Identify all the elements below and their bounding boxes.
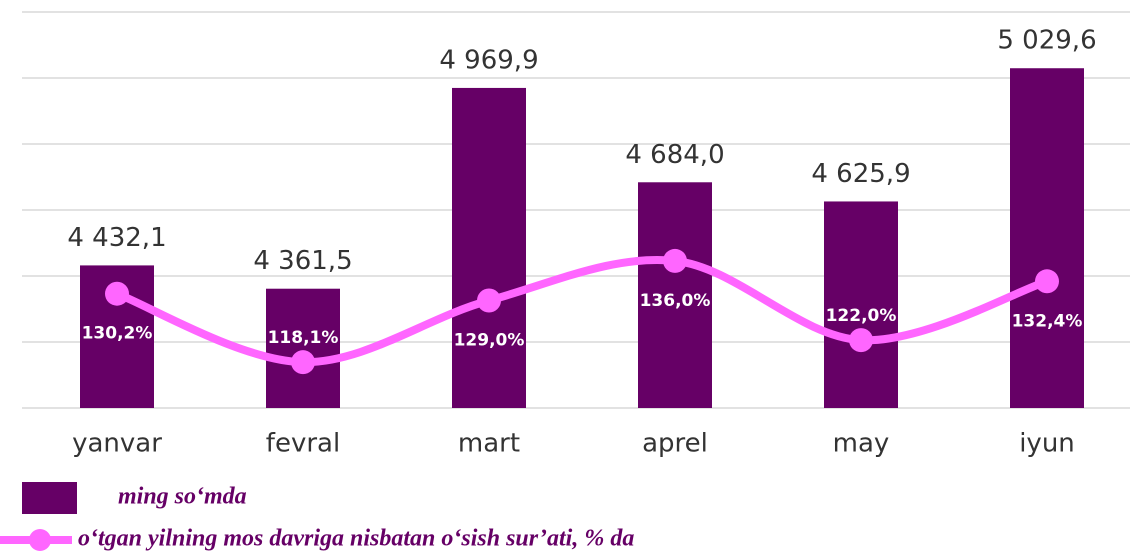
line-value-label: 118,1%: [268, 328, 339, 348]
bar-value-label: 4 432,1: [67, 223, 166, 253]
line-value-label: 136,0%: [640, 291, 711, 311]
x-tick-label: may: [833, 429, 890, 459]
line-marker: [1035, 269, 1059, 294]
bar-value-label: 5 029,6: [997, 26, 1096, 56]
bar: [266, 288, 340, 408]
line-value-label: 122,0%: [826, 306, 897, 326]
bar-value-label: 4 361,5: [253, 246, 352, 276]
bar: [452, 87, 526, 409]
bar-value-label: 4 684,0: [625, 140, 724, 170]
x-tick-label: mart: [458, 429, 520, 459]
bar-value-label: 4 969,9: [439, 45, 538, 75]
bar: [638, 182, 712, 408]
line-marker: [291, 350, 315, 375]
x-tick-label: iyun: [1019, 429, 1075, 459]
bar-value-label: 4 625,9: [811, 159, 910, 189]
legend-label: ming so‘mda: [118, 484, 247, 510]
line-marker: [477, 288, 501, 313]
line-value-label: 132,4%: [1012, 311, 1083, 331]
line-marker: [663, 248, 687, 273]
line: [113, 256, 1051, 367]
legend-swatch: [22, 482, 77, 514]
legend-marker: [29, 529, 51, 551]
bar: [1010, 68, 1084, 409]
line-marker: [105, 281, 129, 306]
line-value-label: 129,0%: [454, 331, 525, 351]
line-value-label: 130,2%: [82, 324, 153, 344]
x-tick-label: yanvar: [72, 429, 162, 459]
legend-label: o‘tgan yilning mos davriga nisbatan o‘si…: [78, 526, 634, 552]
x-tick-label: fevral: [266, 429, 340, 459]
x-tick-label: aprel: [642, 429, 708, 459]
line-marker: [849, 328, 873, 353]
bar: [824, 201, 898, 408]
